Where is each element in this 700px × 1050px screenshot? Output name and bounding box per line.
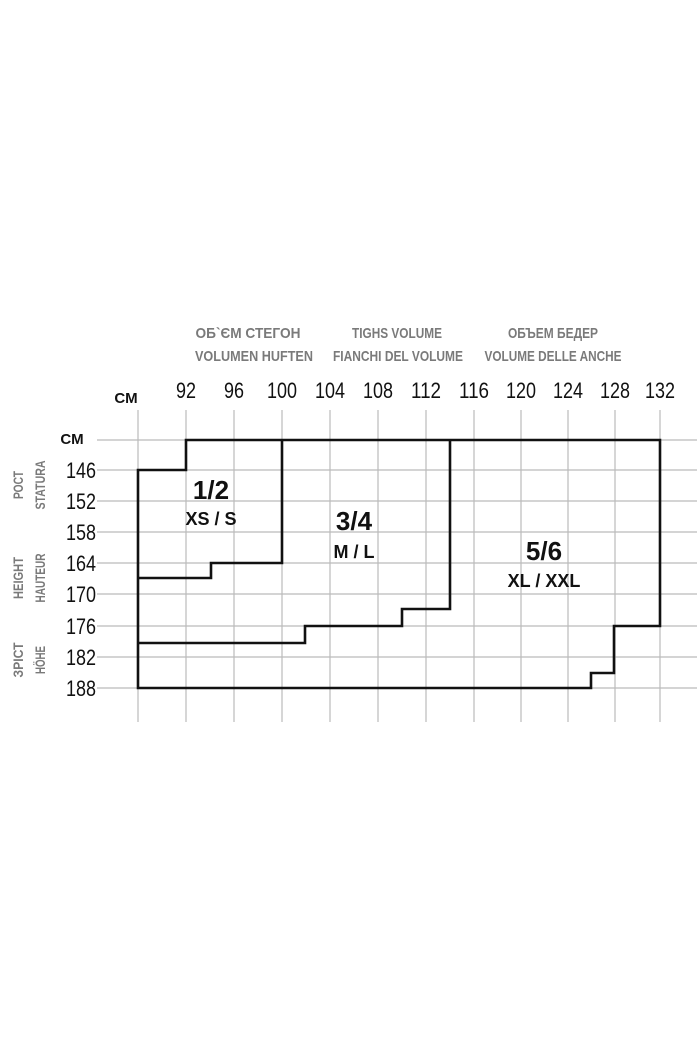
side-label: РОСТ: [10, 471, 26, 499]
size-5-6-label: XL / XXL: [508, 571, 581, 591]
height-tick-label: 146: [66, 458, 96, 483]
size-outline: [138, 440, 452, 645]
hip-tick-label: 104: [315, 378, 345, 403]
header-col2-line2: FIANCHI DEL VOLUME: [333, 348, 463, 365]
height-tick-label: 188: [66, 676, 96, 701]
hip-tick-label: 100: [267, 378, 297, 403]
size-3-4-number: 3/4: [336, 506, 373, 536]
height-tick-label: 152: [66, 489, 96, 514]
height-tick-label: 158: [66, 520, 96, 545]
header-col1-line2: VOLUMEN HUFTEN: [195, 348, 313, 365]
size-outline: [136, 438, 662, 690]
header-col3-line2: VOLUME DELLE ANCHE: [485, 348, 622, 365]
side-label: HÖHE: [32, 646, 48, 674]
side-labels: РОСТ STATURA HEIGHT HAUTEUR ЗРІСТ HÖHE: [10, 461, 48, 678]
height-tick-label: 170: [66, 582, 96, 607]
hip-tick-label: 96: [224, 378, 244, 403]
height-tick-label: 176: [66, 614, 96, 639]
y-unit-label: CM: [60, 431, 83, 448]
hip-tick-label: 124: [553, 378, 583, 403]
size-5-6-number: 5/6: [526, 536, 562, 566]
hip-tick-label: 108: [363, 378, 393, 403]
side-label: STATURA: [32, 461, 48, 510]
header-col3-line1: ОБЪЕМ БЕДЕР: [508, 325, 598, 342]
side-label: HEIGHT: [10, 557, 26, 599]
hip-tick-label: 132: [645, 378, 675, 403]
x-unit-label: CM: [114, 390, 137, 407]
height-ticks: 146 152 158 164 170 176 182 188: [66, 458, 96, 701]
size-1-2-label: XS / S: [185, 509, 236, 529]
hip-tick-label: 128: [600, 378, 630, 403]
hip-tick-label: 120: [506, 378, 536, 403]
header-col2-line1: TIGHS VOLUME: [352, 325, 442, 342]
size-outlines: [136, 438, 662, 690]
side-label: ЗРІСТ: [10, 642, 26, 677]
size-outline: [138, 440, 284, 580]
header-col1-line1: ОБ`ЄМ СТЕГОН: [196, 325, 301, 342]
hip-tick-label: 116: [459, 378, 489, 403]
size-3-4-label: M / L: [334, 542, 375, 562]
height-tick-label: 182: [66, 645, 96, 670]
height-tick-label: 164: [66, 551, 96, 576]
hip-tick-label: 112: [411, 378, 441, 403]
size-1-2-number: 1/2: [193, 475, 229, 505]
hip-tick-label: 92: [176, 378, 196, 403]
side-label: HAUTEUR: [32, 554, 48, 603]
hip-ticks: 92 96 100 104 108 112 116 120 124 128 132: [176, 378, 675, 403]
